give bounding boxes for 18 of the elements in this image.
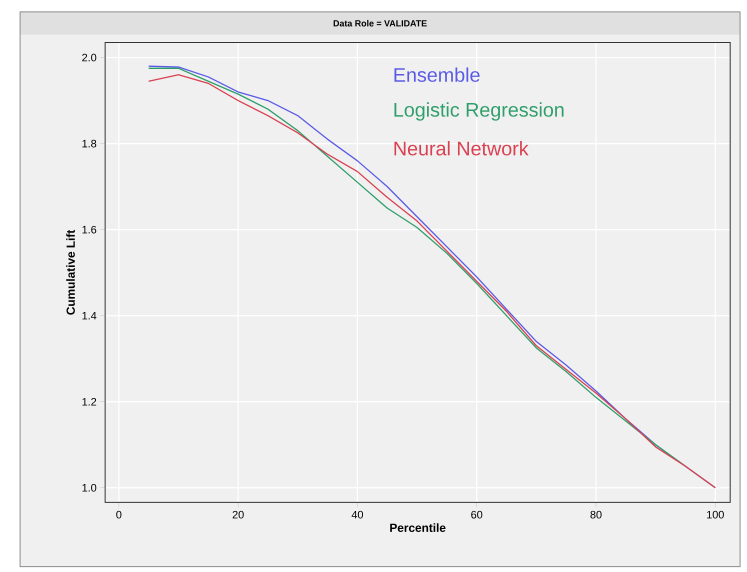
x-tick-label: 60 <box>471 511 482 519</box>
x-axis-title: Percentile <box>390 523 446 532</box>
x-tick-label: 80 <box>590 511 602 519</box>
x-tick-label: 100 <box>707 511 724 519</box>
y-tick-label: 1.2 <box>82 398 96 406</box>
y-tick-label: 1.0 <box>82 484 96 492</box>
text: Ensemble <box>394 68 480 82</box>
text: Logistic Regression <box>394 102 564 121</box>
series-label: Neural Network <box>394 141 529 156</box>
y-tick-label: 1.6 <box>82 226 96 234</box>
y-tick-label: 1.8 <box>82 140 96 148</box>
y-tick-label: 1.4 <box>82 312 96 320</box>
chart-title: Data Role = VALIDATE <box>334 20 427 27</box>
y-tick-label: 2.0 <box>82 54 96 62</box>
x-tick-label: 20 <box>232 511 244 519</box>
x-tick-label: 40 <box>352 511 364 519</box>
x-tick-label: 0 <box>116 511 122 519</box>
y-axis-title: Cumulative Lift <box>66 230 75 315</box>
